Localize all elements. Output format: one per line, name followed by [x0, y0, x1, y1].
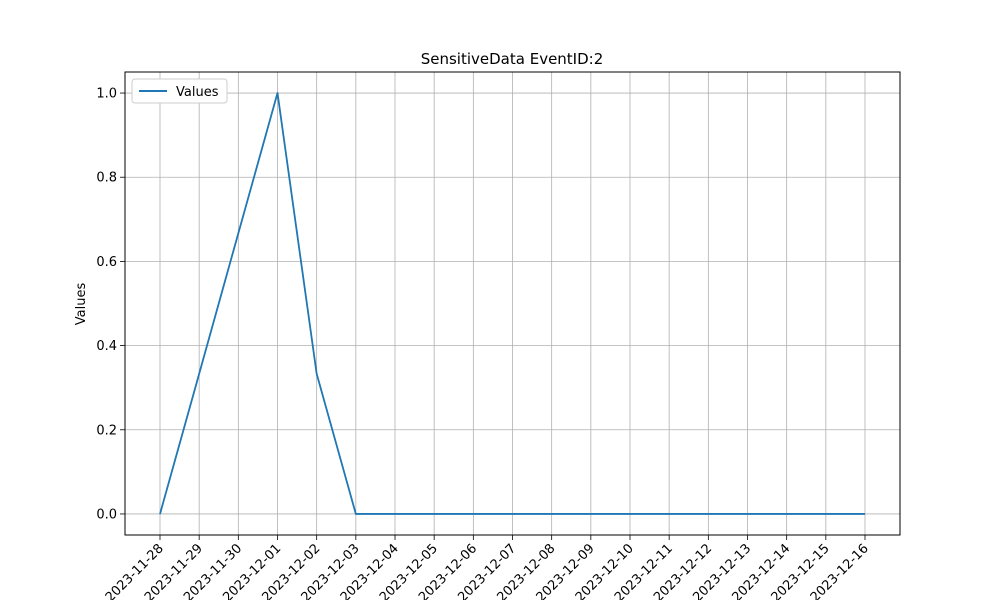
- series-lines: [159, 92, 866, 515]
- y-tick-label: 0.8: [96, 171, 117, 186]
- y-tick-label: 0.2: [96, 423, 117, 438]
- legend-label: Values: [176, 85, 219, 100]
- grid-lines: [125, 72, 900, 535]
- legend: Values: [131, 78, 228, 104]
- y-axis-ticks: 0.0 0.2 0.4 0.6 0.8 1.0: [96, 87, 125, 522]
- legend-box: [131, 78, 228, 104]
- y-tick-label: 0.4: [96, 339, 117, 354]
- y-tick-label: 0.6: [96, 255, 117, 270]
- y-tick-label: 1.0: [96, 87, 117, 102]
- chart-title: SensitiveData EventID:2: [421, 50, 604, 68]
- x-axis-ticks: 2023-11-282023-11-292023-11-302023-12-01…: [103, 535, 872, 600]
- y-tick-label: 0.0: [96, 507, 117, 522]
- plot-frame: [124, 71, 901, 536]
- y-axis-label: Values: [74, 283, 89, 326]
